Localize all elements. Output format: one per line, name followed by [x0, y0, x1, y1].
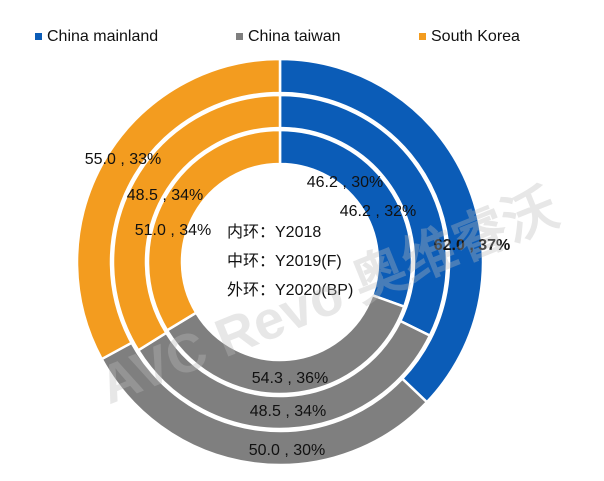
- ring-name: 中环：Y2019(F): [227, 252, 342, 270]
- ring-name: 外环：Y2020(BP): [227, 281, 353, 299]
- legend: China mainland China taiwan South Korea: [35, 28, 520, 45]
- donut-segment: [111, 93, 282, 353]
- legend-label: South Korea: [431, 28, 520, 45]
- data-label: 62.0 , 37%: [434, 237, 511, 254]
- data-label: 48.5 , 34%: [250, 403, 327, 420]
- legend-swatch: [236, 33, 243, 40]
- ring-name: 内环：Y2018: [227, 223, 321, 241]
- data-label: 46.2 , 30%: [307, 174, 384, 191]
- data-label: 50.0 , 30%: [249, 442, 326, 459]
- donut-segment: [146, 128, 282, 333]
- donut-segment: [165, 293, 406, 396]
- legend-swatch: [35, 33, 42, 40]
- data-label: 48.5 , 34%: [127, 187, 204, 204]
- legend-swatch: [419, 33, 426, 40]
- donut: [75, 57, 485, 467]
- legend-label: China mainland: [47, 28, 158, 45]
- data-label: 46.2 , 32%: [340, 203, 417, 220]
- data-label: 54.3 , 36%: [252, 370, 329, 387]
- legend-label: China taiwan: [248, 28, 341, 45]
- labels: 46.2 , 30% 54.3 , 36% 51.0 , 34% 内环：Y2018 46…: [85, 151, 511, 459]
- data-label: 51.0 , 34%: [135, 222, 212, 239]
- data-label: 55.0 , 33%: [85, 151, 162, 168]
- donut-segment: [75, 57, 282, 361]
